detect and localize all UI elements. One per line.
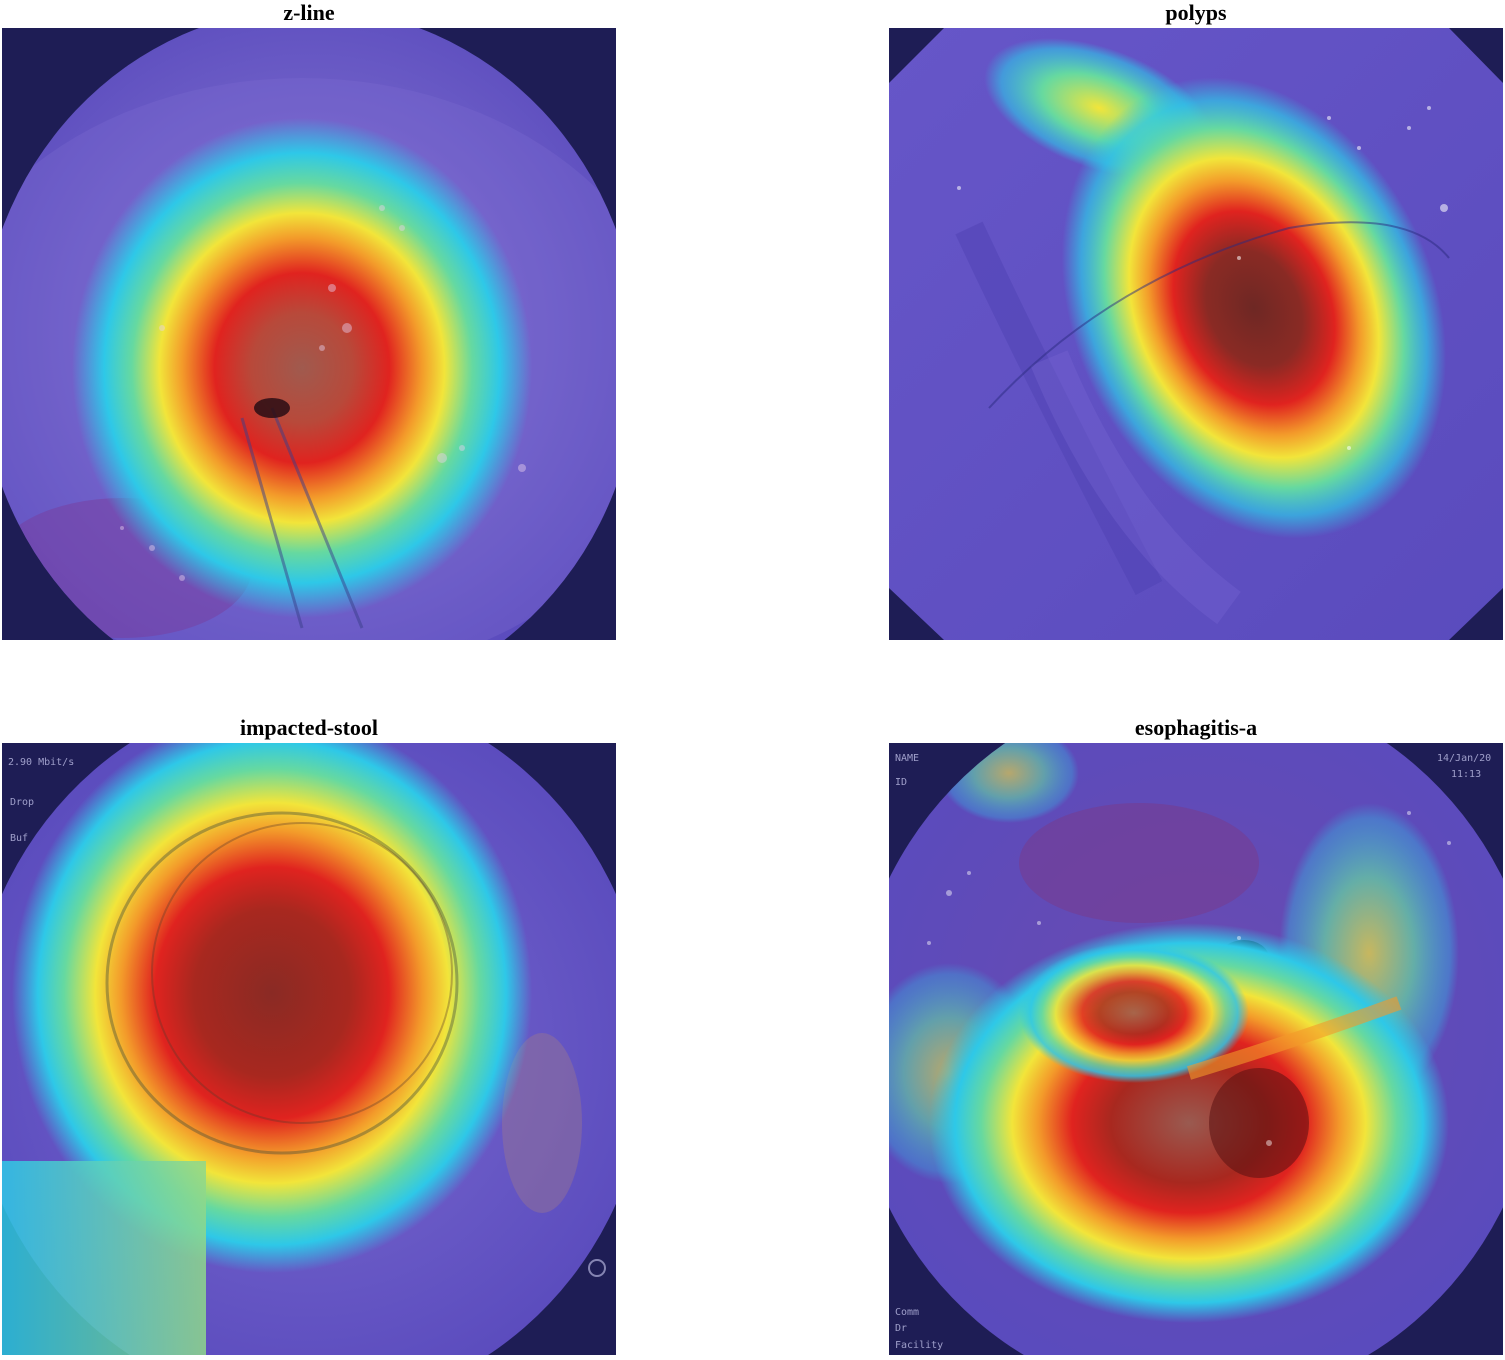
heatmap-svg: NAME ID 14/Jan/20 11:13 Comm Dr Facility [889, 743, 1503, 1355]
heatmap-image: NAME ID 14/Jan/20 11:13 Comm Dr Facility [889, 743, 1503, 1355]
heatmap-image [889, 28, 1503, 640]
heatmap-svg: 2.90 Mbit/s Drop Buf [2, 743, 616, 1355]
panel-impacted-stool: impacted-stool [2, 715, 616, 1357]
svg-text:2.90 Mbit/s: 2.90 Mbit/s [8, 757, 74, 768]
svg-text:NAME: NAME [895, 753, 919, 764]
svg-text:Dr: Dr [895, 1323, 907, 1334]
svg-text:Comm: Comm [895, 1307, 919, 1318]
heatmap-svg [2, 28, 616, 640]
specular-highlights [927, 811, 1451, 1146]
osd-text: NAME ID 14/Jan/20 11:13 Comm Dr Facility [895, 753, 1491, 1351]
osd-text: 2.90 Mbit/s Drop Buf [8, 757, 74, 844]
overlay-block [2, 1161, 206, 1355]
panel-title: z-line [283, 0, 335, 25]
panel-esophagitis-a: esophagitis-a [889, 715, 1503, 1357]
heatmap-image [2, 28, 616, 640]
heatmap-svg [889, 28, 1503, 640]
heatmap-image: 2.90 Mbit/s Drop Buf [2, 743, 616, 1355]
svg-text:11:13: 11:13 [1451, 769, 1481, 780]
panel-title: impacted-stool [239, 715, 379, 740]
panel-z-line: z-line [2, 0, 616, 642]
panel-title: esophagitis-a [1134, 715, 1258, 740]
specular-highlights [957, 106, 1448, 450]
svg-text:Facility: Facility [895, 1340, 943, 1351]
panel-polyps: polyps [889, 0, 1503, 642]
svg-text:Drop: Drop [10, 797, 34, 808]
scope-icon [588, 1259, 606, 1277]
svg-text:14/Jan/20: 14/Jan/20 [1437, 753, 1491, 764]
svg-text:ID: ID [895, 777, 907, 788]
svg-text:Buf: Buf [10, 833, 28, 844]
panel-title: polyps [1165, 0, 1227, 25]
bubble-texture [120, 205, 526, 581]
